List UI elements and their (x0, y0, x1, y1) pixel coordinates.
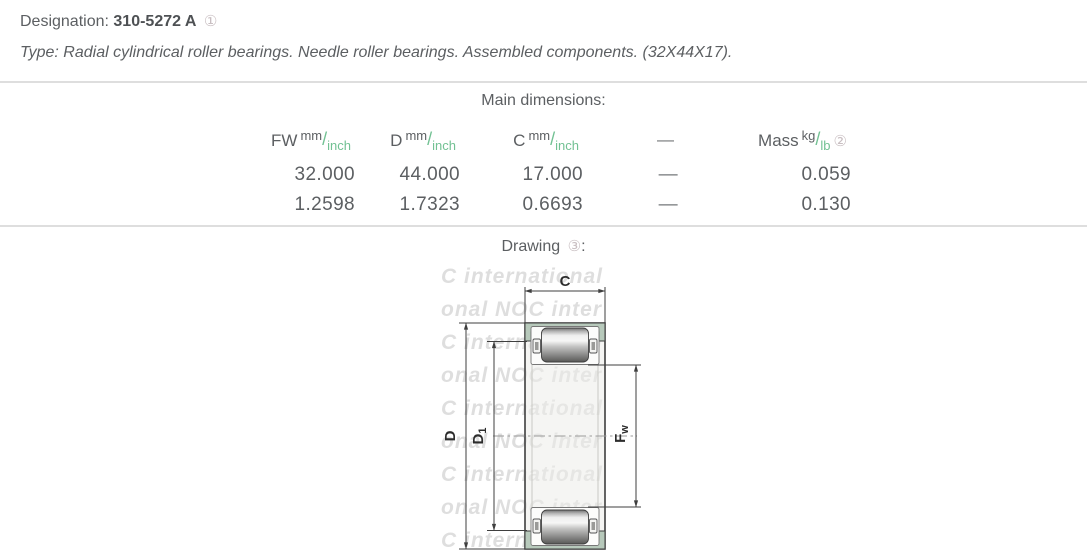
type-value: Radial cylindrical roller bearings. Need… (63, 44, 733, 61)
column-header-fw: FW mm/inch (271, 128, 351, 153)
value-mass-lb: 0.130 (801, 194, 851, 215)
unit-d: mm/inch (405, 128, 456, 153)
value-dash-mm: — (658, 164, 678, 185)
bearing-body (493, 322, 637, 550)
dimension-c (524, 287, 606, 323)
designation-label: Designation: (20, 13, 109, 30)
dimension-d (459, 322, 525, 550)
watermark-line: C international (441, 265, 604, 288)
label-fw: Fw (612, 425, 631, 443)
watermark-line: onal NOC inter (441, 298, 603, 321)
clip-bottom-left-slot (535, 522, 539, 530)
roller-bottom (541, 509, 589, 545)
label-d1: D1 (470, 428, 489, 445)
clip-bottom-right-slot (591, 522, 595, 530)
unit-c: mm/inch (528, 128, 579, 153)
drawing-title: Drawing ③: (501, 237, 586, 255)
separator-middle (0, 225, 1087, 227)
designation-line: Designation: 310-5272 A ① (20, 12, 217, 31)
type-line: Type: Radial cylindrical roller bearings… (20, 44, 732, 62)
value-d-mm: 44.000 (399, 164, 460, 185)
value-c-inch: 0.6693 (522, 194, 583, 215)
dimension-d1 (487, 341, 527, 531)
label-d: D (443, 430, 459, 441)
value-mass-kg: 0.059 (801, 164, 851, 185)
value-fw-inch: 1.2598 (294, 194, 355, 215)
column-header-mass: Mass kg/lb ② (758, 128, 847, 153)
label-c: C (560, 273, 571, 290)
main-dimensions-title: Main dimensions: (481, 92, 606, 109)
roller-top (541, 327, 589, 363)
footnote-3-icon[interactable]: ③ (567, 237, 582, 255)
dimension-fw (588, 364, 641, 508)
value-d-inch: 1.7323 (399, 194, 460, 215)
designation-value: 310-5272 A (113, 13, 197, 30)
unit-mass: kg/lb (801, 128, 831, 153)
footnote-1-icon[interactable]: ① (203, 12, 218, 30)
footnote-2-icon[interactable]: ② (833, 132, 847, 150)
column-header-dash: — (657, 130, 674, 149)
clip-top-right-slot (591, 342, 595, 350)
value-fw-mm: 32.000 (294, 164, 355, 185)
unit-fw: mm/inch (300, 128, 351, 153)
clip-top-left-slot (535, 342, 539, 350)
value-dash-inch: — (658, 194, 678, 215)
bearing-drawing: C D D1 Fw (443, 273, 641, 550)
type-label: Type: (20, 44, 59, 61)
value-c-mm: 17.000 (522, 164, 583, 185)
separator-top (0, 81, 1087, 83)
